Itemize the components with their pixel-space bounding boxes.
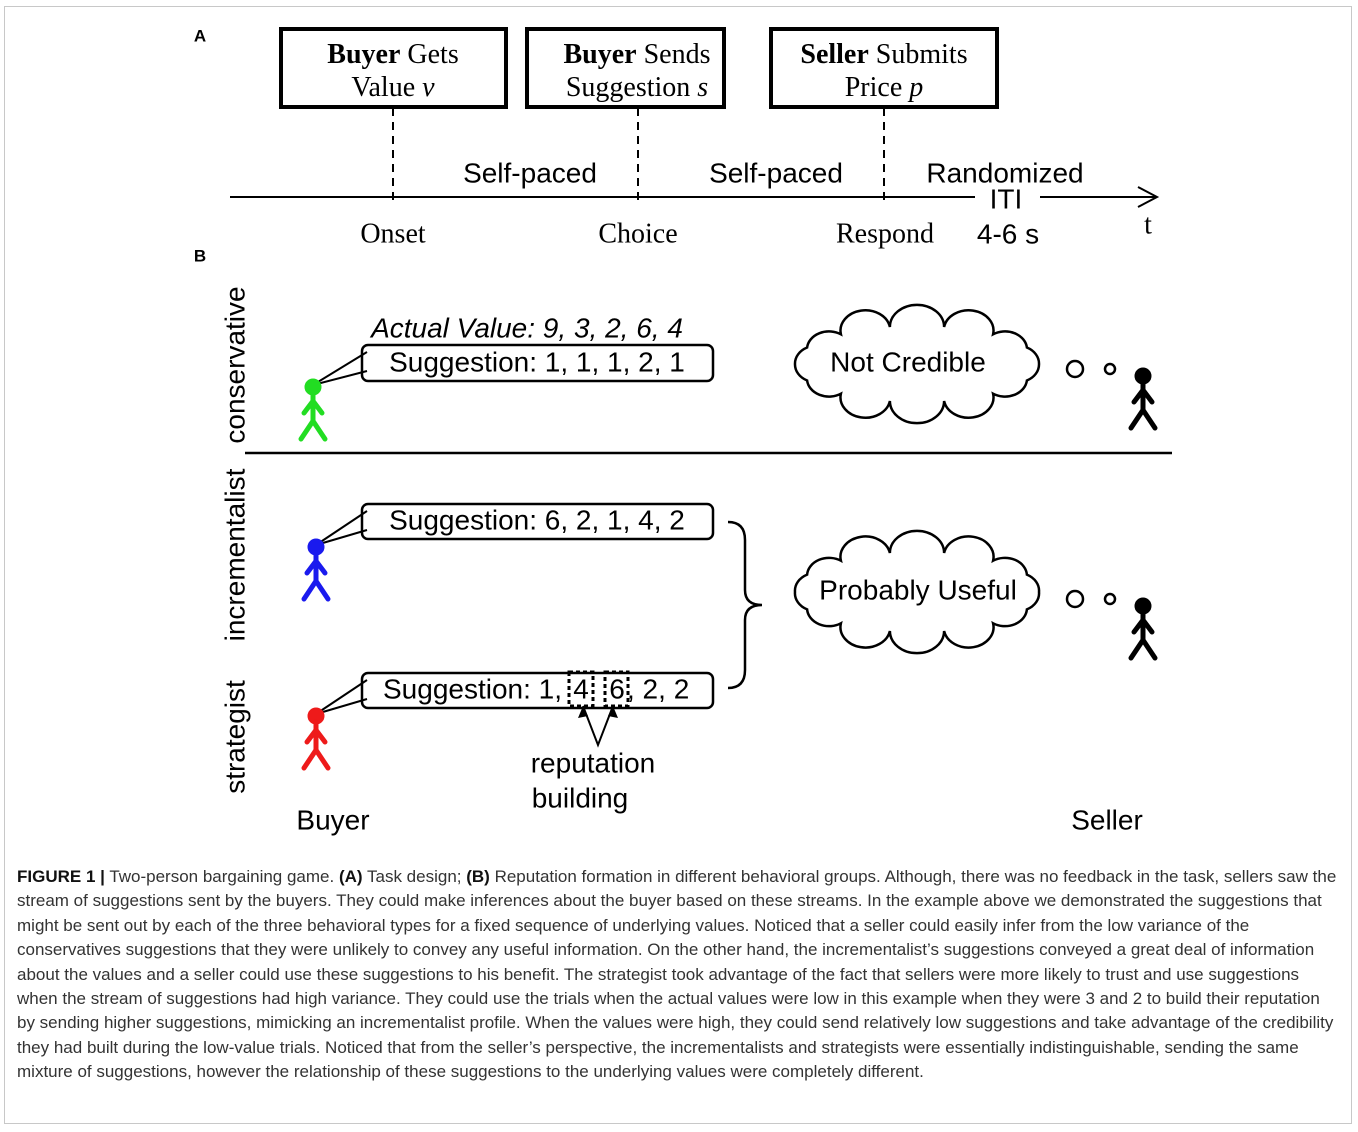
suggestion-highlight: 4 (573, 673, 589, 704)
row-label: conservative (219, 286, 250, 443)
suggestion-suffix: , 2, 2 (627, 673, 689, 704)
stick-figure (1131, 370, 1155, 428)
box-line2: Suggestion (566, 72, 690, 103)
box-var: p (907, 72, 923, 103)
panel-label: A (194, 26, 206, 45)
iti-label: ITI (990, 183, 1023, 214)
panel-label: B (194, 246, 206, 265)
box-line2: Value (351, 72, 415, 103)
caption-b-label: (B) (466, 867, 490, 886)
box-rest: Submits (876, 39, 968, 70)
legs (1131, 640, 1155, 658)
legs (304, 750, 328, 768)
caption: FIGURE 1 | Two-person bargaining game. (… (17, 865, 1342, 1085)
box-bold: Seller (800, 39, 868, 70)
thought: Probably Useful (819, 574, 1017, 605)
caption-a-label: (A) (339, 867, 363, 886)
box-var: v (422, 72, 435, 103)
box-rest: Gets (407, 39, 458, 70)
stick-figure (301, 381, 325, 439)
event-label: Respond (836, 218, 934, 249)
caption-label: FIGURE 1 | (17, 867, 105, 886)
box-title: Buyer Sends (563, 39, 710, 70)
event-label: Choice (598, 218, 677, 249)
thought: Not Credible (830, 346, 986, 377)
axis-label: t (1144, 209, 1152, 240)
stick-figure (304, 710, 328, 768)
stick-figure (304, 541, 328, 599)
legs (1131, 410, 1155, 428)
caption-a-text: Task design; (367, 867, 462, 886)
caption-title: Two-person bargaining game. (109, 867, 334, 886)
figure-page: A B BuyerGets Valuev BuyerSends Suggesti… (0, 0, 1358, 1132)
iti-label: 4-6 s (977, 218, 1039, 249)
box-title: Seller Submits (800, 39, 967, 70)
event-label: Onset (360, 218, 426, 249)
interval-label: Self-paced (709, 157, 843, 188)
annotation: building (532, 782, 629, 813)
role-label: Buyer (296, 804, 369, 835)
legs (301, 421, 325, 439)
row-label: strategist (219, 680, 250, 794)
box-rest: Sends (644, 39, 711, 70)
suggestion-prefix: Suggestion: 1, (383, 673, 562, 704)
suggestion: Suggestion: 1, 1, 1, 2, 1 (389, 346, 685, 377)
box-bold: Buyer (327, 39, 400, 70)
suggestion: Suggestion: 6, 2, 1, 4, 2 (389, 504, 685, 535)
legs (304, 581, 328, 599)
box-bold: Buyer (563, 39, 636, 70)
caption-b-text: Reputation formation in different behavi… (17, 867, 1336, 1081)
stick-figure (1131, 600, 1155, 658)
actual-value: Actual Value: 9, 3, 2, 6, 4 (369, 312, 683, 343)
role-label: Seller (1071, 804, 1143, 835)
suggestion-highlight: 6 (609, 673, 625, 704)
box-var: s (697, 72, 708, 103)
interval-label: Self-paced (463, 157, 597, 188)
box-line2: Price (845, 72, 903, 103)
annotation: reputation (531, 747, 656, 778)
row-label: incrementalist (219, 468, 250, 641)
